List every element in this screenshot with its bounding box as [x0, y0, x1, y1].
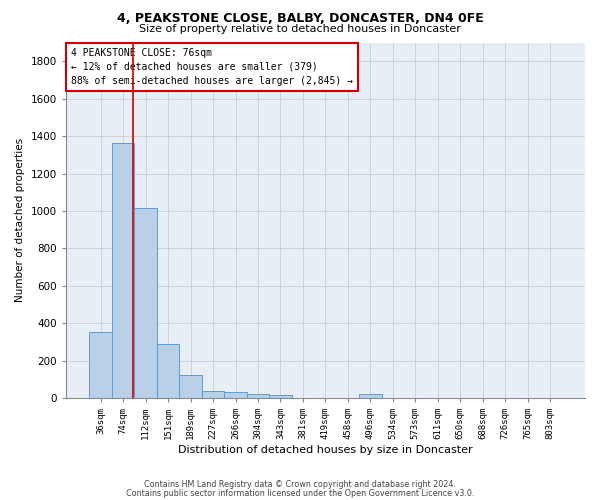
- Bar: [179, 375, 202, 398]
- Text: Contains HM Land Registry data © Crown copyright and database right 2024.: Contains HM Land Registry data © Crown c…: [144, 480, 456, 489]
- Bar: [247, 394, 269, 398]
- Text: 4, PEAKSTONE CLOSE, BALBY, DONCASTER, DN4 0FE: 4, PEAKSTONE CLOSE, BALBY, DONCASTER, DN…: [116, 12, 484, 26]
- Y-axis label: Number of detached properties: Number of detached properties: [15, 138, 25, 302]
- X-axis label: Distribution of detached houses by size in Doncaster: Distribution of detached houses by size …: [178, 445, 473, 455]
- Bar: [224, 392, 247, 398]
- Text: 4 PEAKSTONE CLOSE: 76sqm
← 12% of detached houses are smaller (379)
88% of semi-: 4 PEAKSTONE CLOSE: 76sqm ← 12% of detach…: [71, 48, 353, 86]
- Bar: [134, 208, 157, 398]
- Text: Contains public sector information licensed under the Open Government Licence v3: Contains public sector information licen…: [126, 489, 474, 498]
- Bar: [359, 394, 382, 398]
- Bar: [89, 332, 112, 398]
- Bar: [112, 142, 134, 398]
- Bar: [202, 390, 224, 398]
- Text: Size of property relative to detached houses in Doncaster: Size of property relative to detached ho…: [139, 24, 461, 34]
- Bar: [157, 344, 179, 398]
- Bar: [269, 395, 292, 398]
